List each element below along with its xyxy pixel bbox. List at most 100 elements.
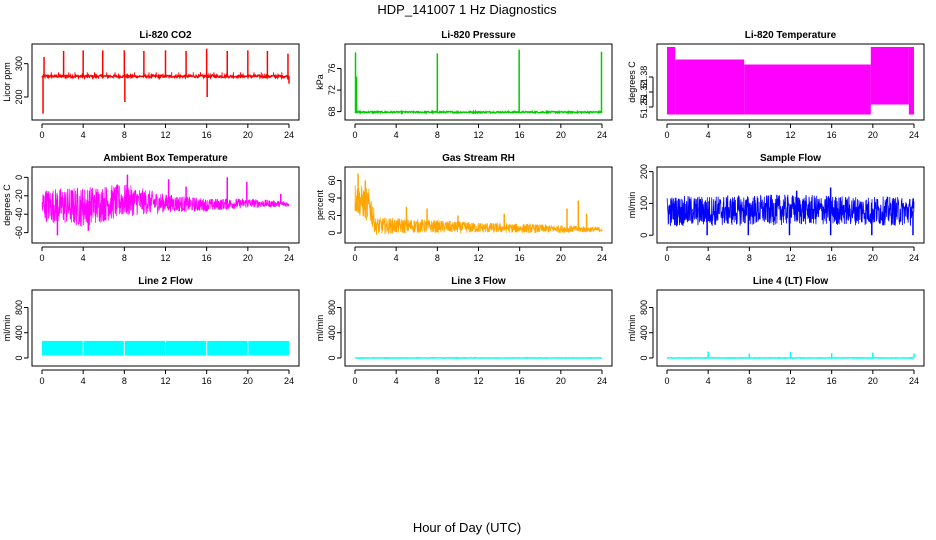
series-line: [666, 194, 915, 227]
y-tick-label: 51.26: [639, 96, 649, 119]
x-axis: 0 4 8 12 16 20 24: [352, 369, 607, 386]
y-tick-label: 100: [639, 196, 649, 211]
y-tick-label: 0: [639, 355, 649, 360]
x-tick-label: 20: [556, 130, 566, 140]
series: [354, 49, 603, 116]
x-tick-label: 20: [556, 376, 566, 386]
y-tick-label: 300: [14, 56, 24, 71]
x-axis: 0 4 8 12 16 20 24: [664, 369, 919, 386]
x-tick-label: 12: [473, 253, 483, 263]
x-tick-label: 0: [39, 253, 44, 263]
x-tick-label: 12: [785, 376, 795, 386]
x-tick-label: 24: [909, 253, 919, 263]
figure-title: HDP_141007 1 Hz Diagnostics: [377, 2, 557, 17]
x-tick-label: 8: [122, 130, 127, 140]
x-tick-label: 0: [664, 130, 669, 140]
series-band: [667, 47, 676, 115]
x-axis-label: Hour of Day (UTC): [413, 520, 521, 535]
series-band: [744, 64, 871, 115]
x-tick-label: 0: [39, 130, 44, 140]
x-tick-label: 4: [394, 130, 399, 140]
x-tick-label: 12: [785, 253, 795, 263]
x-axis: 0 4 8 12 16 20 24: [664, 123, 919, 140]
x-tick-label: 24: [284, 130, 294, 140]
x-tick-label: 24: [597, 376, 607, 386]
x-tick-label: 8: [435, 253, 440, 263]
y-tick-label: 400: [14, 325, 24, 340]
y-tick-label: 60: [327, 175, 337, 185]
x-tick-label: 16: [827, 376, 837, 386]
x-tick-label: 12: [473, 376, 483, 386]
x-axis: 0 4 8 12 16 20 24: [352, 246, 607, 263]
panel-title: Line 4 (LT) Flow: [753, 276, 829, 287]
panel-title: Ambient Box Temperature: [103, 153, 228, 164]
panel-title: Line 2 Flow: [138, 276, 193, 287]
panel-title: Sample Flow: [760, 153, 821, 164]
y-tick-label: 800: [639, 300, 649, 315]
y-axis-label: percent: [315, 189, 325, 220]
y-tick-label: 0: [327, 230, 337, 235]
x-tick-label: 24: [597, 253, 607, 263]
series: [42, 340, 289, 356]
x-tick-label: 20: [243, 130, 253, 140]
plot-frame: [31, 289, 300, 367]
x-tick-label: 0: [352, 253, 357, 263]
x-tick-label: 4: [394, 376, 399, 386]
y-axis-label: ml/min: [315, 315, 325, 342]
y-tick-label: 0: [639, 233, 649, 238]
x-tick-label: 4: [706, 130, 711, 140]
x-tick-label: 16: [515, 253, 525, 263]
panel-4: Ambient Box Temperature 0 4 8 12 16 20 24 -60 -40…: [2, 153, 300, 263]
series: [354, 173, 603, 235]
x-tick-label: 16: [515, 376, 525, 386]
x-tick-label: 12: [785, 130, 795, 140]
x-axis: 0 4 8 12 16 20 24: [39, 123, 294, 140]
x-tick-label: 0: [664, 253, 669, 263]
y-tick-label: 0: [14, 175, 24, 180]
plot-frame: [344, 166, 613, 244]
plot-frame: [31, 43, 300, 121]
y-tick-label: 76: [327, 64, 337, 74]
x-tick-label: 8: [747, 130, 752, 140]
series: [41, 174, 290, 236]
series-band: [908, 47, 914, 115]
y-tick-label: -60: [14, 226, 24, 239]
x-axis: 0 4 8 12 16 20 24: [39, 246, 294, 263]
x-tick-label: 8: [747, 253, 752, 263]
y-tick-label: -20: [14, 189, 24, 202]
x-tick-label: 16: [202, 376, 212, 386]
x-tick-label: 16: [202, 253, 212, 263]
plot-frame: [656, 43, 925, 121]
panel-3: Li-820 Temperature 0 4 8 12 16 20 24 51.2651.325…: [627, 30, 925, 140]
series-line: [354, 185, 603, 235]
y-tick-label: 200: [639, 164, 649, 179]
y-tick-label: 400: [327, 325, 337, 340]
x-tick-label: 0: [39, 376, 44, 386]
y-axis-label: kPa: [315, 74, 325, 90]
x-axis: 0 4 8 12 16 20 24: [352, 123, 607, 140]
x-tick-label: 4: [394, 253, 399, 263]
y-tick-label: 68: [327, 107, 337, 117]
y-axis-label: ml/min: [627, 192, 637, 219]
panel-title: Line 3 Flow: [451, 276, 506, 287]
panel-title: Li-820 Temperature: [745, 30, 837, 41]
x-tick-label: 20: [243, 253, 253, 263]
x-tick-label: 24: [284, 376, 294, 386]
series: [354, 356, 603, 360]
y-axis-label: ml/min: [627, 315, 637, 342]
x-tick-label: 4: [81, 130, 86, 140]
y-axis-label: ml/min: [2, 315, 12, 342]
series-line: [354, 109, 603, 116]
plot-frame: [656, 166, 925, 244]
series: [666, 351, 915, 360]
x-tick-label: 24: [909, 130, 919, 140]
x-tick-label: 12: [160, 376, 170, 386]
x-tick-label: 16: [515, 130, 525, 140]
